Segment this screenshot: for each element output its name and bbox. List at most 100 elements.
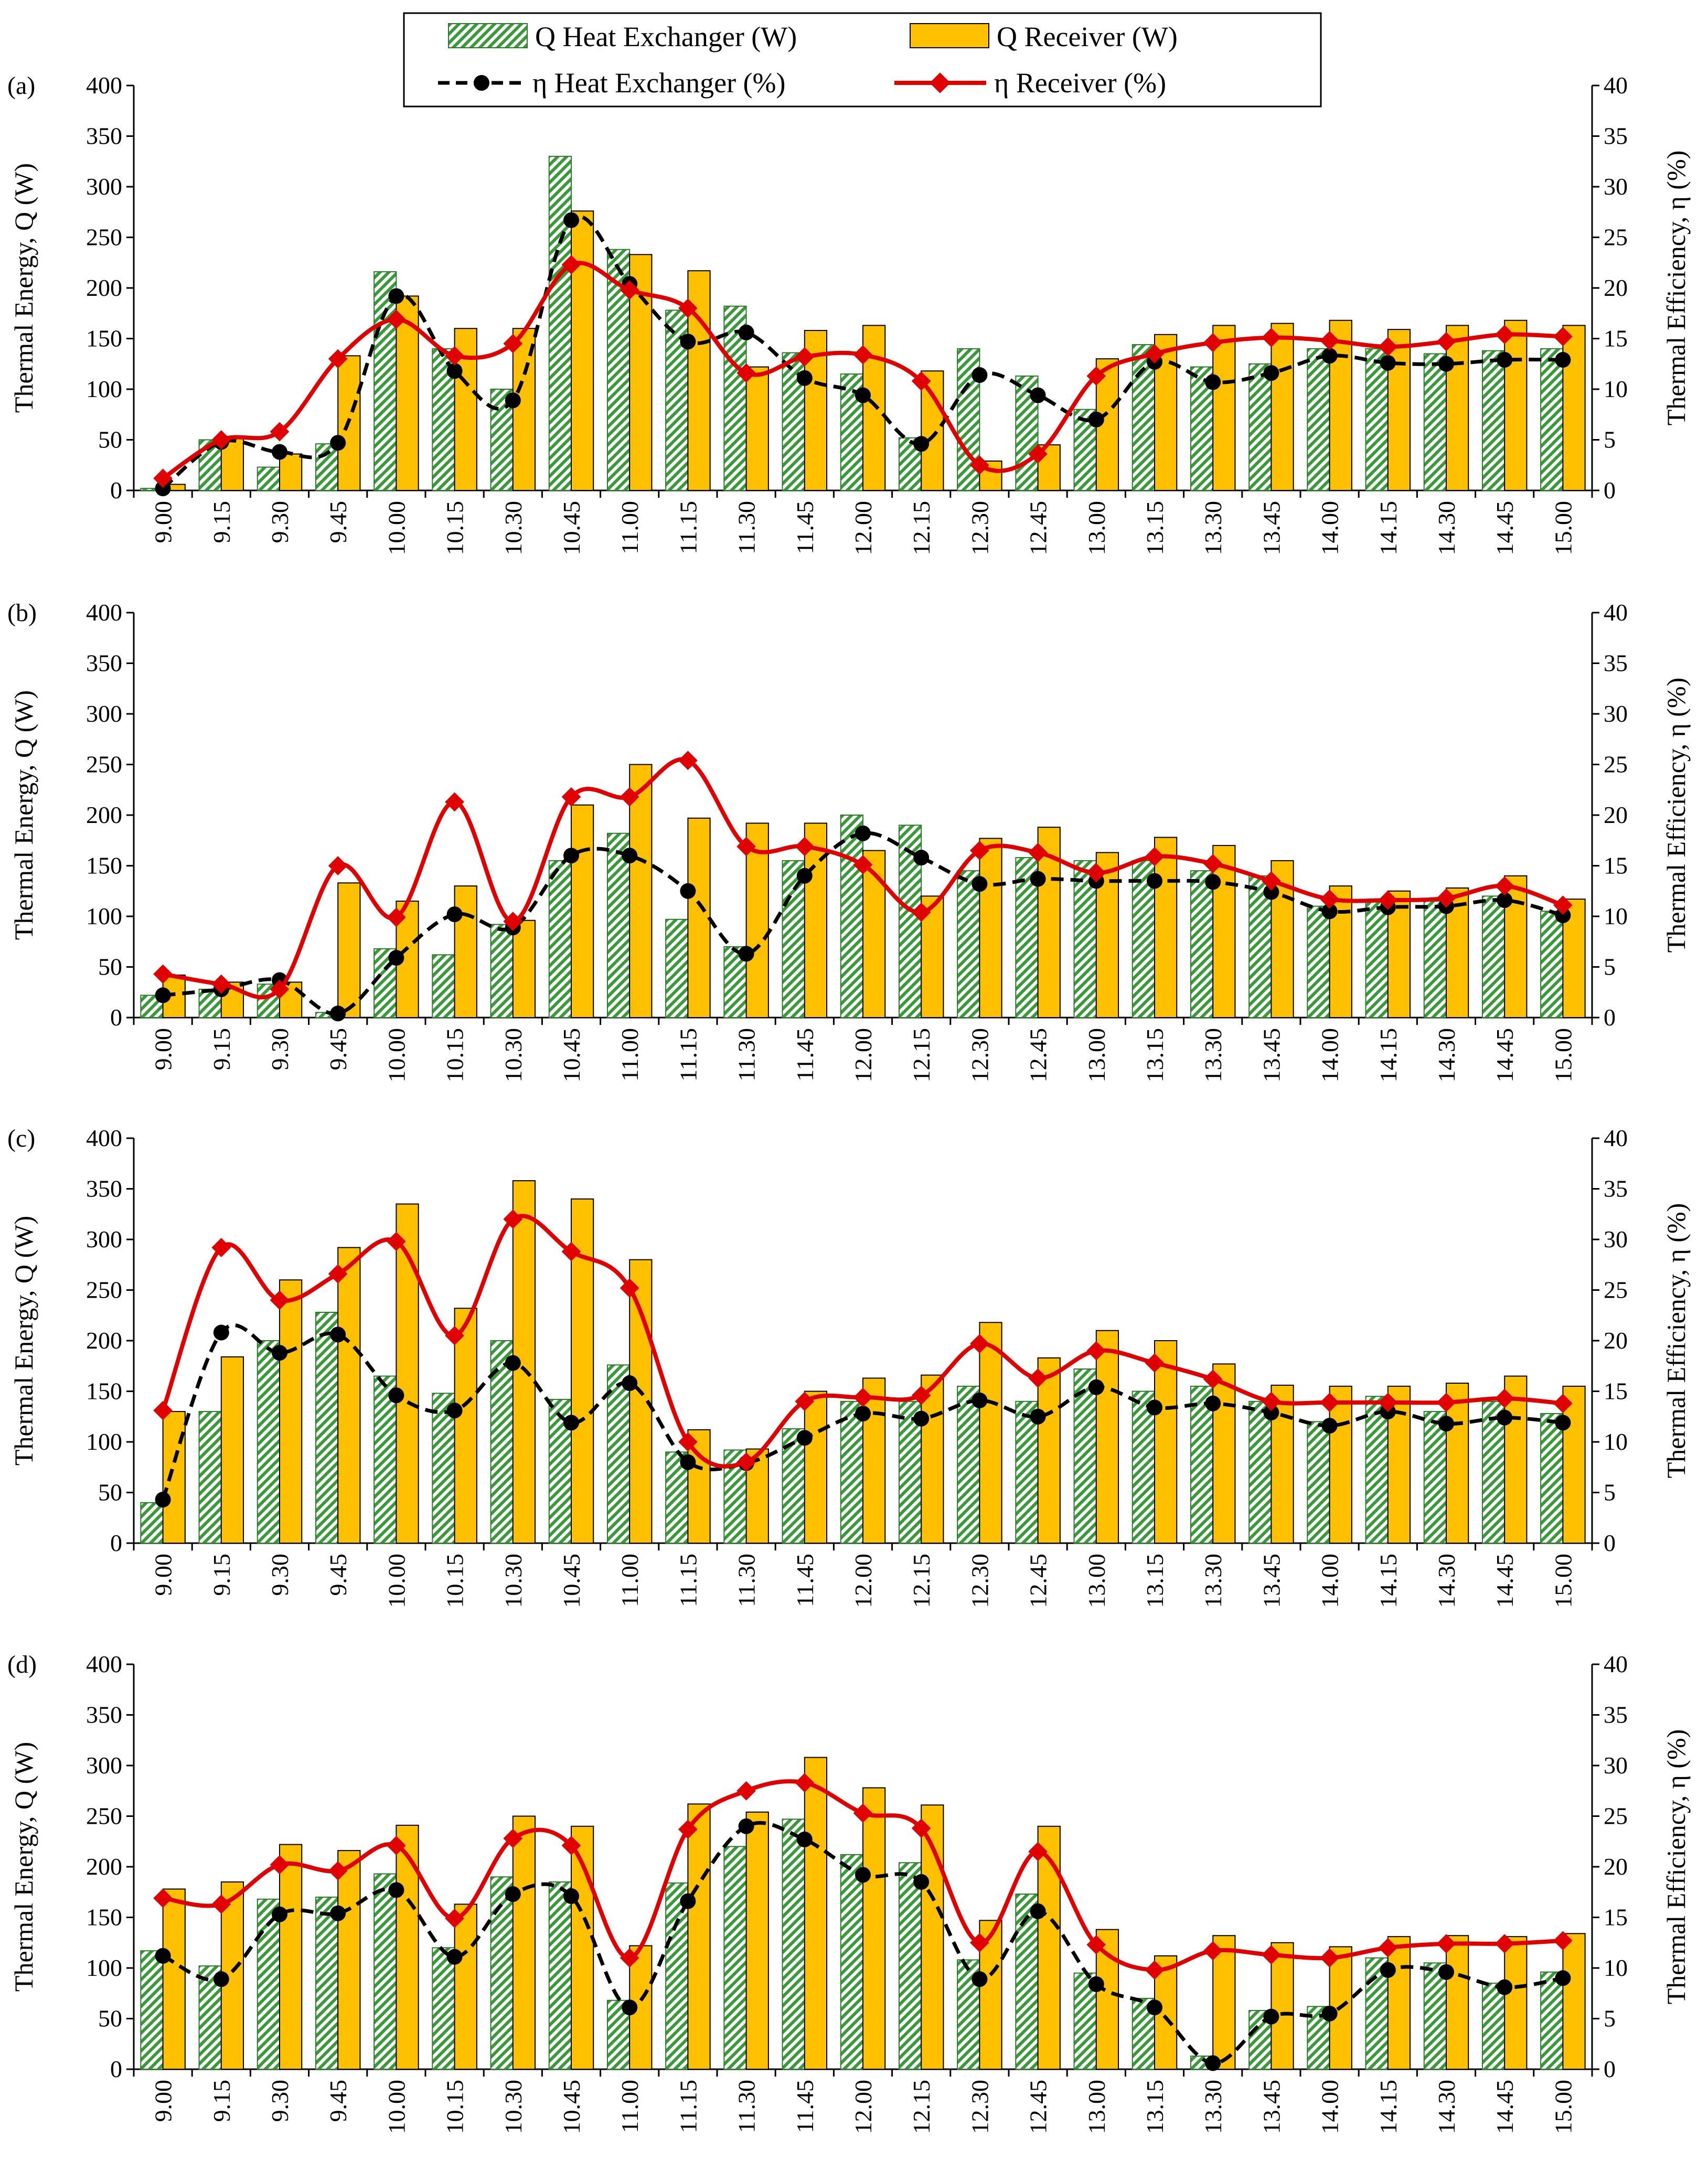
bar-q-heat-exchanger xyxy=(957,1385,980,1544)
left-axis-tick-label: 250 xyxy=(86,751,122,778)
bar-q-heat-exchanger xyxy=(1190,870,1214,1019)
point-eta-heat-exchanger xyxy=(913,850,930,866)
point-eta-receiver xyxy=(795,1773,815,1793)
x-axis-tick-label: 15.00 xyxy=(1550,1028,1576,1083)
point-eta-heat-exchanger xyxy=(1321,348,1338,364)
point-eta-heat-exchanger xyxy=(972,1971,988,1987)
bar-q-receiver xyxy=(687,1803,711,2070)
left-axis-tick-label: 50 xyxy=(98,426,122,453)
bar-q-receiver xyxy=(571,804,594,1018)
point-eta-heat-exchanger xyxy=(446,363,463,379)
bar-q-heat-exchanger xyxy=(432,954,455,1018)
point-eta-receiver xyxy=(1028,1368,1048,1388)
x-axis-tick-label: 11.00 xyxy=(616,1028,643,1082)
bar-q-heat-exchanger xyxy=(1540,348,1564,491)
point-eta-heat-exchanger xyxy=(1321,1418,1338,1434)
x-axis-tick-label: 13.45 xyxy=(1258,2080,1285,2134)
point-eta-receiver xyxy=(1086,863,1106,883)
point-eta-heat-exchanger xyxy=(680,1454,696,1470)
left-axis-tick-label: 50 xyxy=(98,2005,122,2032)
point-eta-heat-exchanger xyxy=(622,848,638,864)
x-axis-tick-label: 9.30 xyxy=(266,501,293,543)
point-eta-receiver xyxy=(1203,1941,1223,1961)
bar-q-heat-exchanger xyxy=(1481,895,1506,1019)
bar-q-heat-exchanger xyxy=(782,1819,805,2070)
x-axis-tick-label: 13.15 xyxy=(1141,1554,1168,1608)
bar-q-receiver xyxy=(337,1850,361,2070)
bar-q-receiver xyxy=(1329,1385,1352,1544)
bar-q-heat-exchanger xyxy=(957,870,980,1019)
bar-q-receiver xyxy=(1271,1942,1294,2070)
x-axis-tick-label: 9.00 xyxy=(150,1554,177,1596)
left-axis-tick-label: 150 xyxy=(86,1378,122,1405)
line-eta-receiver xyxy=(161,1214,1563,1469)
left-axis-tick-label: 400 xyxy=(86,1125,122,1151)
point-eta-receiver xyxy=(1262,1945,1281,1965)
point-eta-receiver xyxy=(970,841,989,860)
point-eta-receiver xyxy=(211,1238,231,1257)
bar-q-receiver xyxy=(1271,323,1294,491)
x-axis-tick-label: 9.45 xyxy=(325,2080,351,2122)
point-eta-heat-exchanger xyxy=(1030,1408,1046,1425)
x-axis-tick-label: 9.15 xyxy=(208,501,235,543)
point-eta-receiver xyxy=(736,1781,756,1801)
bar-q-heat-exchanger xyxy=(1540,1971,1564,2070)
bar-q-receiver xyxy=(1095,1330,1119,1544)
point-eta-receiver xyxy=(1320,1948,1339,1968)
bar-q-heat-exchanger xyxy=(490,924,514,1018)
bar-q-receiver xyxy=(571,210,594,491)
bar-q-receiver xyxy=(162,1411,186,1544)
point-eta-receiver xyxy=(1262,328,1281,347)
bar-q-heat-exchanger xyxy=(1015,1894,1039,2070)
point-eta-heat-exchanger xyxy=(1497,892,1513,908)
point-eta-heat-exchanger xyxy=(855,825,871,841)
right-axis-tick-label: 20 xyxy=(1604,274,1628,301)
panel-label: (d) xyxy=(7,1651,37,1678)
bar-q-receiver xyxy=(1562,325,1586,491)
point-eta-receiver xyxy=(911,902,931,922)
x-axis-tick-label: 14.30 xyxy=(1433,1028,1460,1083)
x-axis-tick-label: 13.00 xyxy=(1083,1028,1110,1083)
point-eta-receiver xyxy=(561,1242,581,1261)
bar-q-receiver xyxy=(1446,1383,1469,1544)
point-eta-receiver xyxy=(387,1836,406,1855)
x-axis-tick-label: 10.15 xyxy=(442,1028,468,1083)
point-eta-receiver xyxy=(1145,847,1165,867)
point-eta-heat-exchanger xyxy=(388,950,404,966)
x-axis-tick-label: 11.00 xyxy=(616,2080,643,2133)
bar-q-heat-exchanger xyxy=(548,860,572,1018)
right-axis-tick-label: 35 xyxy=(1604,1175,1628,1202)
point-eta-heat-exchanger xyxy=(1555,907,1571,924)
x-axis-tick-label: 14.45 xyxy=(1491,1028,1518,1083)
point-eta-receiver xyxy=(853,1387,873,1407)
x-axis-tick-label: 11.30 xyxy=(733,2080,760,2133)
point-eta-receiver xyxy=(970,1334,989,1354)
left-axis-title: Thermal Energy, Q (W) xyxy=(9,1742,38,1992)
bar-q-receiver xyxy=(512,919,536,1018)
point-eta-receiver xyxy=(328,1264,348,1284)
bar-q-receiver xyxy=(979,1322,1002,1544)
left-axis-tick-label: 0 xyxy=(110,2056,122,2082)
point-eta-receiver xyxy=(736,363,756,383)
point-eta-receiver xyxy=(211,430,231,450)
x-axis-tick-label: 9.30 xyxy=(266,2080,293,2122)
left-axis-tick-label: 400 xyxy=(86,72,122,99)
point-eta-receiver xyxy=(445,792,464,812)
right-axis-tick-label: 10 xyxy=(1604,376,1628,402)
point-eta-heat-exchanger xyxy=(1263,884,1279,900)
line-eta-receiver xyxy=(162,757,1564,1000)
point-eta-receiver xyxy=(795,347,815,367)
point-eta-receiver xyxy=(1553,1931,1573,1951)
left-axis-tick-label: 400 xyxy=(86,599,122,626)
point-eta-receiver xyxy=(387,907,406,927)
point-eta-heat-exchanger xyxy=(563,848,579,864)
point-eta-heat-exchanger xyxy=(1147,1999,1162,2016)
point-eta-heat-exchanger xyxy=(1438,1416,1454,1432)
point-eta-receiver xyxy=(561,787,581,807)
point-eta-receiver xyxy=(445,1325,464,1345)
point-eta-heat-exchanger xyxy=(388,288,404,304)
x-axis-tick-label: 11.45 xyxy=(792,501,818,554)
bar-q-receiver xyxy=(396,1203,419,1544)
left-axis-tick-label: 300 xyxy=(86,1226,122,1253)
point-eta-receiver xyxy=(270,1855,290,1875)
